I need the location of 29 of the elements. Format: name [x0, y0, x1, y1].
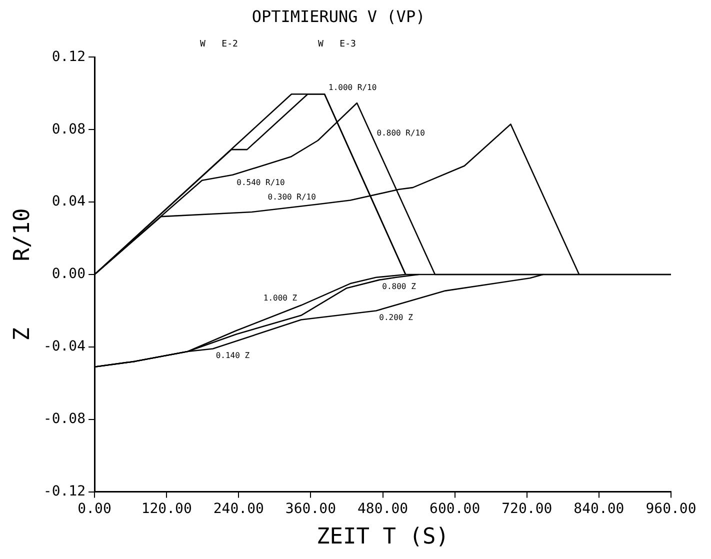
annotation: 0.300 R/10	[268, 192, 316, 202]
x-tick-label: 720.00	[502, 500, 552, 517]
y-tick-label: -0.04	[43, 338, 86, 355]
annotation: 1.000 R/10	[328, 83, 377, 92]
x-tick-label: 840.00	[574, 500, 624, 517]
chart-title: OPTIMIERUNG V (VP)	[252, 6, 426, 26]
annotation: 0.140 Z	[216, 350, 250, 360]
text: W E-3	[318, 39, 356, 50]
annotation: 1.000 Z	[263, 293, 298, 302]
y-tick-label: 0.12	[52, 48, 86, 65]
x-tick-label: 120.00	[141, 500, 192, 517]
y-tick-label: 0.04	[52, 194, 86, 210]
annotation: 0.200 Z	[379, 312, 414, 322]
y-tick-label: -0.12	[43, 483, 86, 500]
annotation: 0.800 Z	[382, 282, 416, 292]
x-tick-label: 240.00	[213, 500, 264, 517]
annotation: 0.540 R/10	[236, 178, 285, 187]
y-tick-label: -0.08	[43, 411, 86, 428]
y-tick-label: 0.00	[52, 266, 86, 282]
x-tick-label: 0.00	[78, 500, 112, 517]
x-tick-label: 600.00	[430, 500, 480, 517]
x-tick-label: 360.00	[285, 500, 336, 517]
y-tick-label: 0.08	[52, 121, 86, 138]
x-tick-label: 480.00	[357, 500, 408, 517]
text: W E-2	[200, 39, 238, 50]
annotation: 0.800 R/10	[376, 128, 426, 138]
x-axis-title: ZEIT T (S)	[316, 524, 449, 550]
x-tick-label: 960.00	[646, 500, 696, 517]
y-axis-title: Z R/10	[10, 208, 35, 341]
